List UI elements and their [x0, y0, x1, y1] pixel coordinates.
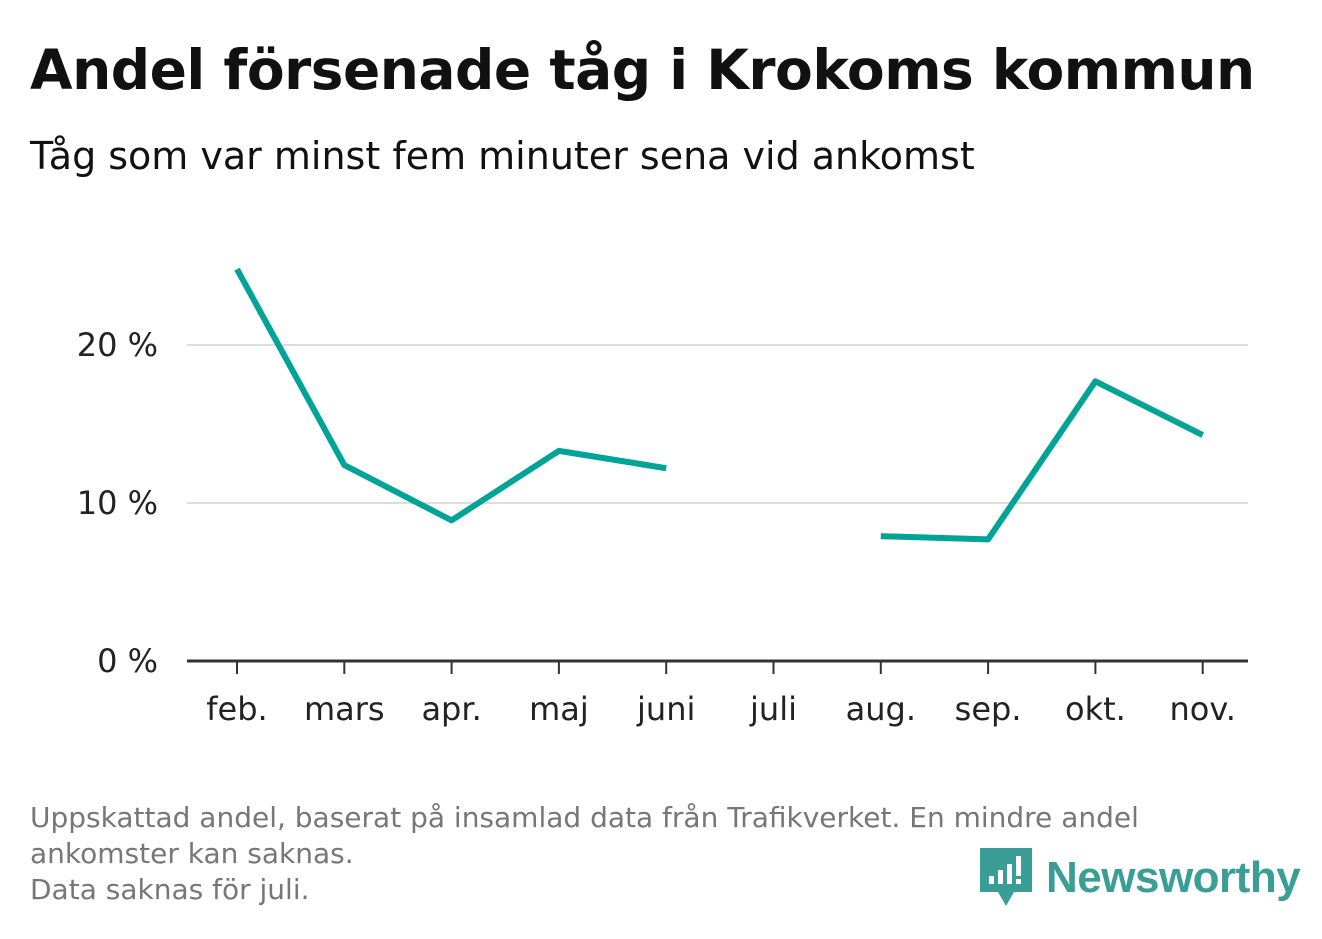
footnote: Uppskattad andel, baserat på insamlad da… [30, 800, 1280, 908]
chart-title: Andel försenade tåg i Krokoms kommun [30, 38, 1255, 102]
data-point [878, 533, 884, 539]
x-tick-label: juni [636, 690, 695, 728]
data-point [1200, 432, 1206, 438]
x-axis-labels: feb. mars apr. maj juni juli aug. sep. okt. nov. [206, 690, 1236, 728]
y-tick-label: 0 % [97, 642, 158, 680]
bar-chart-icon [980, 848, 1032, 906]
footnote-line: Uppskattad andel, baserat på insamlad da… [30, 801, 1139, 834]
newsworthy-logo[interactable]: Newsworthy [980, 848, 1301, 908]
series-line [234, 267, 667, 524]
series-line [880, 378, 1205, 543]
x-tick-label: mars [304, 690, 385, 728]
gridlines [187, 344, 1248, 504]
y-tick-label: 10 % [77, 484, 158, 522]
x-tick-label: maj [529, 690, 589, 728]
footnote-line: Data saknas för juli. [30, 873, 310, 906]
data-point [1092, 378, 1098, 384]
data-point [234, 266, 240, 272]
data-series [234, 266, 1206, 543]
chart-subtitle: Tåg som var minst fem minuter sena vid a… [30, 134, 975, 178]
data-point [341, 462, 347, 468]
x-tick-label: juli [749, 690, 797, 728]
data-point [663, 465, 669, 471]
x-tick-label: nov. [1169, 690, 1235, 728]
x-tick-label: sep. [955, 690, 1022, 728]
brand-name: Newsworthy [1046, 853, 1301, 902]
y-tick-label: 20 % [77, 326, 158, 364]
footnote-line: ankomster kan saknas. [30, 837, 354, 870]
x-tick-label: apr. [421, 690, 481, 728]
data-point [985, 536, 991, 542]
x-axis [187, 659, 1248, 674]
data-point [556, 448, 562, 454]
x-tick-label: okt. [1065, 690, 1126, 728]
x-tick-label: aug. [846, 690, 916, 728]
x-tick-label: feb. [206, 690, 267, 728]
data-point [449, 517, 455, 523]
y-axis-labels: 0 % 10 % 20 % [77, 326, 158, 680]
